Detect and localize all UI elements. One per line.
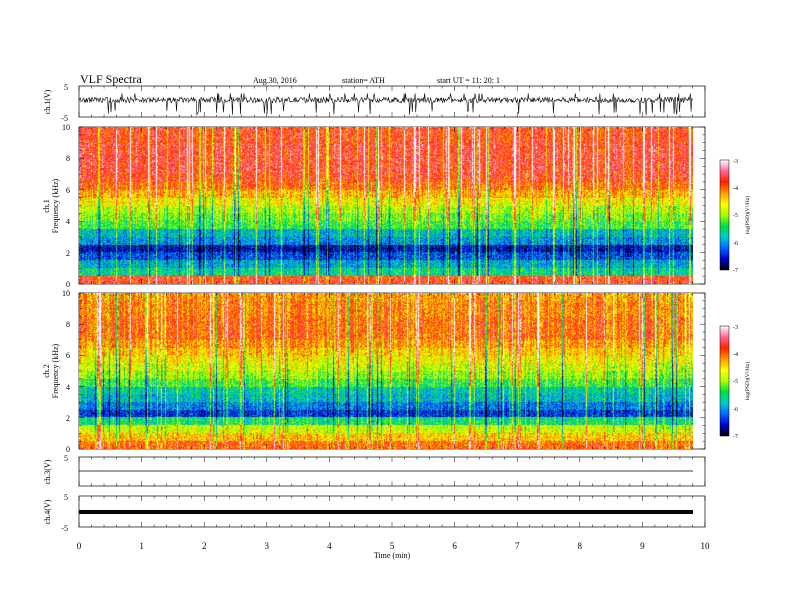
ch2-freq-tick-label-0: 0 [66,445,70,454]
station-label: station= ATH [342,76,385,85]
ch1-freq-tick-label-8: 8 [66,154,70,163]
ch1-colorbar-tick-m6: -6 [733,241,738,247]
ch1-freq-tick-label-2: 2 [66,249,70,258]
ch2-colorbar: -3 -4 -5 -6 -7 log(PSD)(V²/Hz) [719,325,751,440]
ch1-colorbar: -3 -4 -5 -6 -7 log(PSD)(V²/Hz) [719,159,751,274]
x-tick-label-1: 1 [139,541,144,551]
ch2-spectrogram-image [79,293,693,449]
ch2-colorbar-tick-m3: -3 [733,325,738,331]
ch3-waveform-panel: 5 ch.3(V) [43,454,706,487]
ch2-colorbar-gradient [719,325,730,437]
ch1-freq-tick-label-10: 10 [62,123,70,132]
x-tick-label-2: 2 [202,541,207,551]
x-tick-label-10: 10 [701,541,711,551]
ch1-colorbar-tick-m5: -5 [733,213,738,219]
ch2-colorbar-tick-m5: -5 [733,379,738,385]
x-tick-label-8: 8 [578,541,583,551]
start-time-label: start UT = 11: 20: 1 [437,76,500,85]
ch2-freq-tick-label-2: 2 [66,414,70,423]
ch2-spectrogram-ticks [79,292,705,450]
ch4-waveform-line [79,510,693,514]
ch3-wave-ylabel: ch.3(V) [43,459,52,484]
ch2-freq-tick-label-10: 10 [62,289,70,298]
date-label: Aug.30, 2016 [253,76,297,85]
ch1-freq-tick-label-4: 4 [66,217,70,226]
x-tick-label-3: 3 [265,541,270,551]
ch1-spectrogram-image [79,127,693,284]
ch1-spec-ylabel-frequency: Frequency (kHz) [51,178,60,233]
ch1-waveform-panel: 5 -5 ch.1(V) [43,83,706,123]
ch4-waveform-panel: 5 -5 ch.4(V) [43,493,706,533]
ch1-spectrogram-panel: 0 2 4 6 8 10 ch.1 Frequency (kHz) [42,123,706,289]
x-tick-label-5: 5 [390,541,395,551]
ch1-wave-ylabel: ch.1(V) [43,89,52,114]
ch1-wave-tick-label-top: 5 [64,83,68,92]
ch1-colorbar-gradient [719,159,730,271]
ch1-colorbar-tick-m7: -7 [733,268,738,274]
ch1-wave-tick-label-bottom: -5 [61,114,68,123]
ch1-spec-ylabel-channel: ch.1 [42,199,51,213]
x-tick-label-9: 9 [640,541,645,551]
ch2-colorbar-tick-m6: -6 [733,407,738,413]
ch2-freq-tick-label-8: 8 [66,320,70,329]
x-tick-label-7: 7 [515,541,520,551]
ch3-wave-tick-label-top: 5 [64,454,68,463]
ch1-freq-tick-label-0: 0 [66,280,70,289]
chart-title: VLF Spectra [80,72,142,86]
ch2-colorbar-tick-m4: -4 [733,352,738,358]
x-tick-label-6: 6 [452,541,457,551]
x-axis: 0 1 2 3 4 5 6 7 8 9 10 Time (min) [77,541,710,560]
ch1-waveform-line [78,93,693,116]
ch1-colorbar-tick-m4: -4 [733,186,738,192]
ch1-freq-tick-label-6: 6 [66,186,70,195]
x-axis-label: Time (min) [374,551,411,560]
ch4-wave-tick-label-top: 5 [64,493,68,502]
ch1-colorbar-tick-m3: -3 [733,159,738,165]
ch2-spectrogram-panel: 0 2 4 6 8 10 ch.2 Frequency (kHz) [42,289,706,454]
ch4-wave-ylabel: ch.4(V) [43,499,52,524]
ch2-freq-tick-label-4: 4 [66,383,70,392]
ch2-spec-ylabel-frequency: Frequency (kHz) [51,343,60,398]
ch2-colorbar-tick-m7: -7 [733,434,738,440]
ch4-wave-tick-label-bottom: -5 [61,524,68,533]
x-tick-label-0: 0 [77,541,82,551]
ch2-colorbar-label: log(PSD)(V²/Hz) [744,362,751,400]
x-axis-ticks [78,86,706,527]
ch2-freq-tick-label-6: 6 [66,351,70,360]
ch2-spec-ylabel-channel: ch.2 [42,364,51,378]
ch1-spectrogram-ticks [79,126,705,285]
ch1-colorbar-label: log(PSD)(V²/Hz) [744,196,751,234]
x-tick-label-4: 4 [327,541,332,551]
